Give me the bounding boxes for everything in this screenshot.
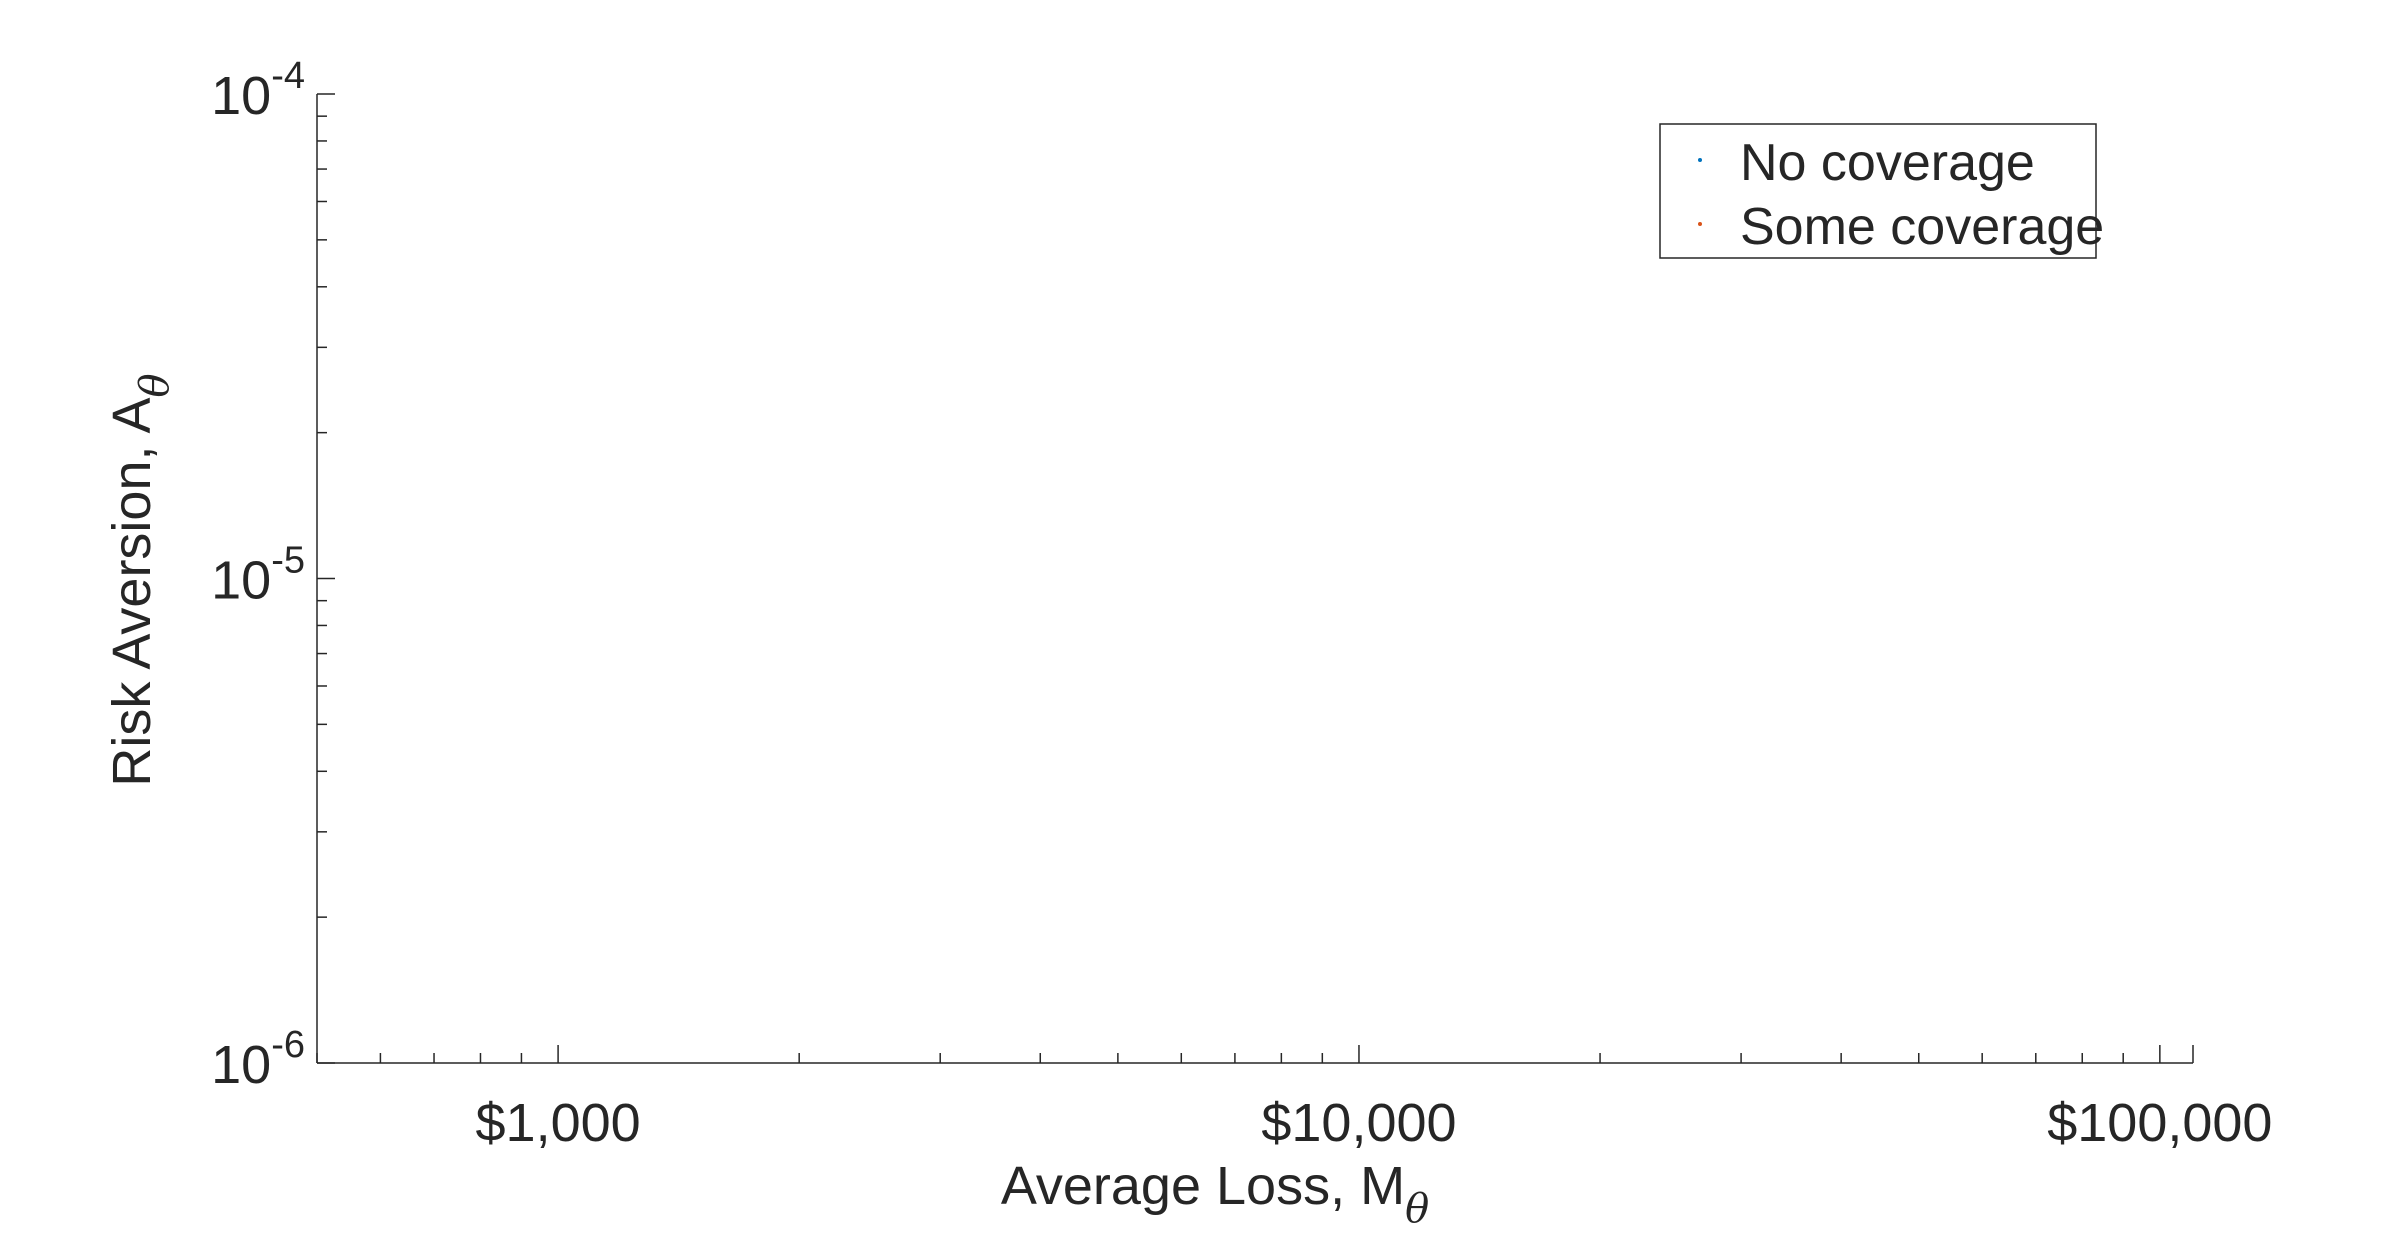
y-axis-label: Risk Aversion, Aθ <box>102 373 178 786</box>
y-tick-exponent: -6 <box>271 1024 305 1066</box>
y-tick-base: 10 <box>211 551 271 611</box>
y-tick-label: 10-5 <box>211 540 305 611</box>
y-tick-base: 10 <box>211 1035 271 1095</box>
legend-marker <box>1698 222 1702 226</box>
legend-label: Some coverage <box>1740 198 2104 256</box>
legend-box <box>1659 123 2097 259</box>
x-axis-label-main: Average Loss, M <box>1001 1156 1405 1216</box>
y-tick-label: 10-4 <box>211 55 305 126</box>
x-axis-label-subscript: θ <box>1405 1186 1429 1232</box>
x-tick-label: $100,000 <box>2047 1093 2272 1153</box>
y-axis-label-subscript: θ <box>132 373 178 397</box>
y-tick-exponent: -5 <box>271 540 305 582</box>
legend-marker <box>1698 158 1702 162</box>
x-axis-label: Average Loss, Mθ <box>1001 1156 1429 1232</box>
legend-label: No coverage <box>1740 134 2035 192</box>
y-tick-label: 10-6 <box>211 1024 305 1095</box>
x-axis-ticks: $1,000 $10,000 $100,000 <box>316 1045 2272 1153</box>
legend: No coverage Some coverage <box>1659 123 2104 259</box>
x-tick-label: $1,000 <box>476 1093 641 1153</box>
y-axis-ticks: 10-610-510-4 <box>211 55 335 1095</box>
y-tick-base: 10 <box>211 66 271 126</box>
x-tick-label: $10,000 <box>1261 1093 1456 1153</box>
y-axis-label-main: Risk Aversion, A <box>102 397 162 786</box>
y-tick-exponent: -4 <box>271 55 305 97</box>
